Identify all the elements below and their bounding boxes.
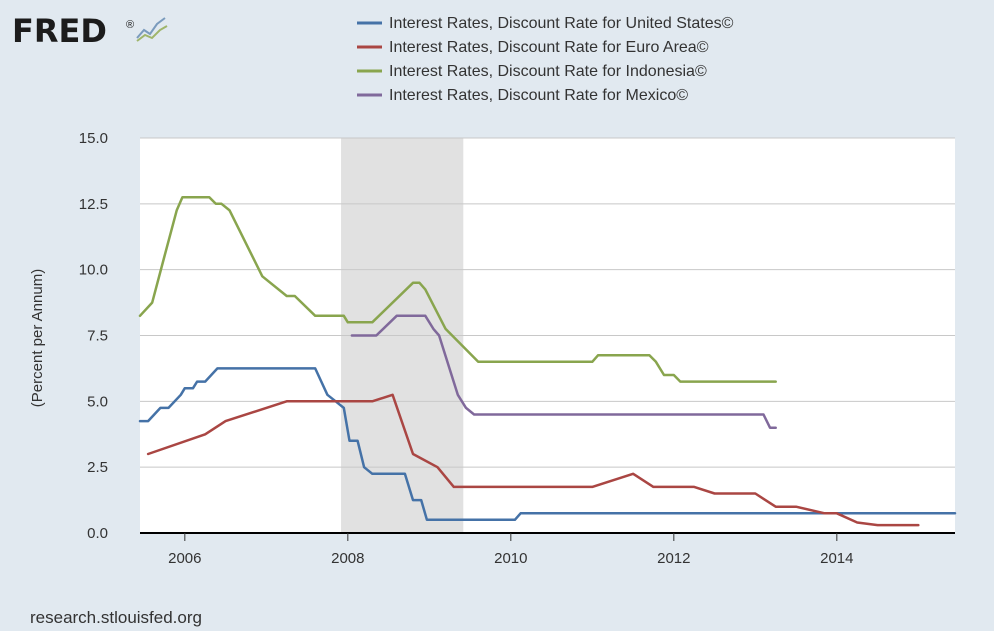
x-tick-label: 2014 <box>820 550 853 567</box>
y-tick-label: 12.5 <box>79 196 108 213</box>
x-tick-label: 2008 <box>331 550 364 567</box>
fred-logo[interactable]: FRED ® <box>12 12 169 50</box>
y-tick-label: 5.0 <box>87 393 108 410</box>
y-tick-label: 15.0 <box>79 130 108 147</box>
y-tick-label: 2.5 <box>87 459 108 476</box>
source-link[interactable]: research.stlouisfed.org <box>30 608 202 627</box>
registered-mark: ® <box>126 19 134 31</box>
x-tick-label: 2010 <box>494 550 527 567</box>
series-line-4 <box>350 314 777 429</box>
x-tick-label: 2006 <box>168 550 201 567</box>
line-chart-icon <box>135 14 169 42</box>
x-axis-ticks: 2006 2008 2010 2012 2014 <box>168 533 854 567</box>
y-tick-label: 0.0 <box>87 525 108 542</box>
y-tick-label: 10.0 <box>79 262 108 279</box>
grid-lines <box>140 137 955 468</box>
chart-legend: Interest Rates, Discount Rate for United… <box>357 15 734 104</box>
legend-label: Interest Rates, Discount Rate for Euro A… <box>389 39 709 56</box>
legend-label: Interest Rates, Discount Rate for United… <box>389 15 734 32</box>
legend-label: Interest Rates, Discount Rate for Indone… <box>389 63 707 80</box>
y-axis-title: (Percent per Annum) <box>29 269 46 407</box>
y-axis-ticks: 0.0 2.5 5.0 7.5 10.0 12.5 15.0 <box>79 130 108 542</box>
series-line-2 <box>146 393 920 527</box>
legend-label: Interest Rates, Discount Rate for Mexico… <box>389 87 688 104</box>
series-line-3 <box>138 196 777 383</box>
x-tick-label: 2012 <box>657 550 690 567</box>
series-lines <box>138 196 957 527</box>
fred-logo-text: FRED <box>12 12 107 50</box>
y-tick-label: 7.5 <box>87 328 108 345</box>
